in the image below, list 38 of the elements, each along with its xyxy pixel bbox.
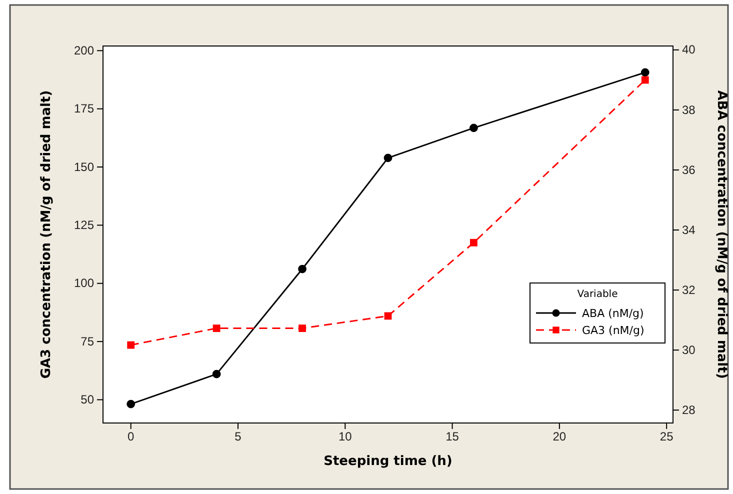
legend-label: GA3 (nM/g)	[582, 324, 644, 337]
y2-tick-label: 32	[682, 282, 696, 297]
point	[298, 264, 306, 274]
point	[641, 76, 649, 84]
y-tick-label: 100	[74, 276, 94, 290]
y2-tick-label: 40	[682, 42, 696, 57]
x-tick-label: 10	[338, 430, 352, 444]
y-tick-label: 150	[74, 160, 94, 174]
y2-tick-label: 36	[682, 162, 696, 177]
y2-tick-label: 28	[682, 402, 696, 417]
x-tick-label: 0	[128, 430, 135, 444]
point	[126, 400, 136, 408]
point	[470, 238, 478, 246]
point	[212, 370, 221, 378]
y-tick-label: 175	[74, 102, 94, 116]
legend-label: ABA (nM/g)	[582, 307, 644, 320]
point	[127, 341, 135, 349]
x-tick-label: 15	[446, 430, 460, 444]
y-tick-label: 75	[80, 334, 94, 348]
y2-tick-label: 34	[682, 222, 696, 237]
legend-title: Variable	[577, 289, 618, 300]
x-tick-label: 20	[552, 430, 566, 444]
y-tick-label: 125	[74, 218, 94, 232]
y2-tick-label: 38	[682, 102, 696, 117]
y2-axis-title: ABA concentration (nM/g of dried malt)	[714, 90, 729, 379]
y-axis-title: GA3 concentration (nM/g of dried malt)	[39, 90, 54, 379]
point	[212, 324, 220, 332]
x-tick-label: 5	[234, 430, 242, 444]
x-axis-title: Steeping time (h)	[324, 454, 452, 469]
point	[640, 68, 650, 77]
y-tick-label: 50	[80, 392, 94, 407]
point	[384, 312, 392, 320]
x-tick-label: 25	[660, 430, 674, 444]
y2-tick-label: 30	[682, 342, 696, 357]
point	[384, 154, 392, 162]
y-tick-label: 200	[74, 43, 94, 58]
point	[298, 324, 306, 332]
point	[470, 124, 478, 132]
